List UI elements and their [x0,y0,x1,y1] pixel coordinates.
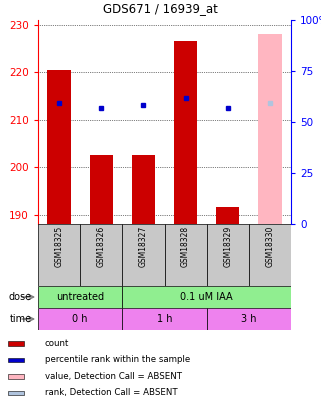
Bar [216,207,239,224]
Bar [90,155,113,224]
Bar [132,155,155,224]
Text: GSM18327: GSM18327 [139,226,148,267]
Bar [122,224,164,286]
Text: GSM18330: GSM18330 [265,226,274,267]
Bar [38,224,80,286]
Bar [38,286,122,307]
Text: count: count [45,339,69,348]
Bar [207,309,291,330]
Bar [174,41,197,224]
Text: 3 h: 3 h [241,314,256,324]
Text: GSM18329: GSM18329 [223,226,232,267]
Bar [8,391,24,395]
Text: time: time [9,314,31,324]
Text: 1 h: 1 h [157,314,172,324]
Text: dose: dose [8,292,31,302]
Text: GSM18328: GSM18328 [181,226,190,267]
Text: untreated: untreated [56,292,104,302]
Text: 0 h: 0 h [73,314,88,324]
Text: value, Detection Call = ABSENT: value, Detection Call = ABSENT [45,372,181,381]
Bar [38,309,122,330]
Bar [48,70,71,224]
Bar [8,341,24,346]
Bar [122,309,207,330]
Text: rank, Detection Call = ABSENT: rank, Detection Call = ABSENT [45,388,177,397]
Bar [207,224,249,286]
Text: 0.1 uM IAA: 0.1 uM IAA [180,292,233,302]
Bar [80,224,122,286]
Bar [164,224,207,286]
Bar [258,34,282,224]
Bar [8,374,24,379]
Bar [249,224,291,286]
Bar [122,286,291,307]
Bar [8,358,24,362]
Text: GSM18325: GSM18325 [55,226,64,267]
Text: percentile rank within the sample: percentile rank within the sample [45,356,190,364]
Text: GDS671 / 16939_at: GDS671 / 16939_at [103,2,218,15]
Text: GSM18326: GSM18326 [97,226,106,267]
